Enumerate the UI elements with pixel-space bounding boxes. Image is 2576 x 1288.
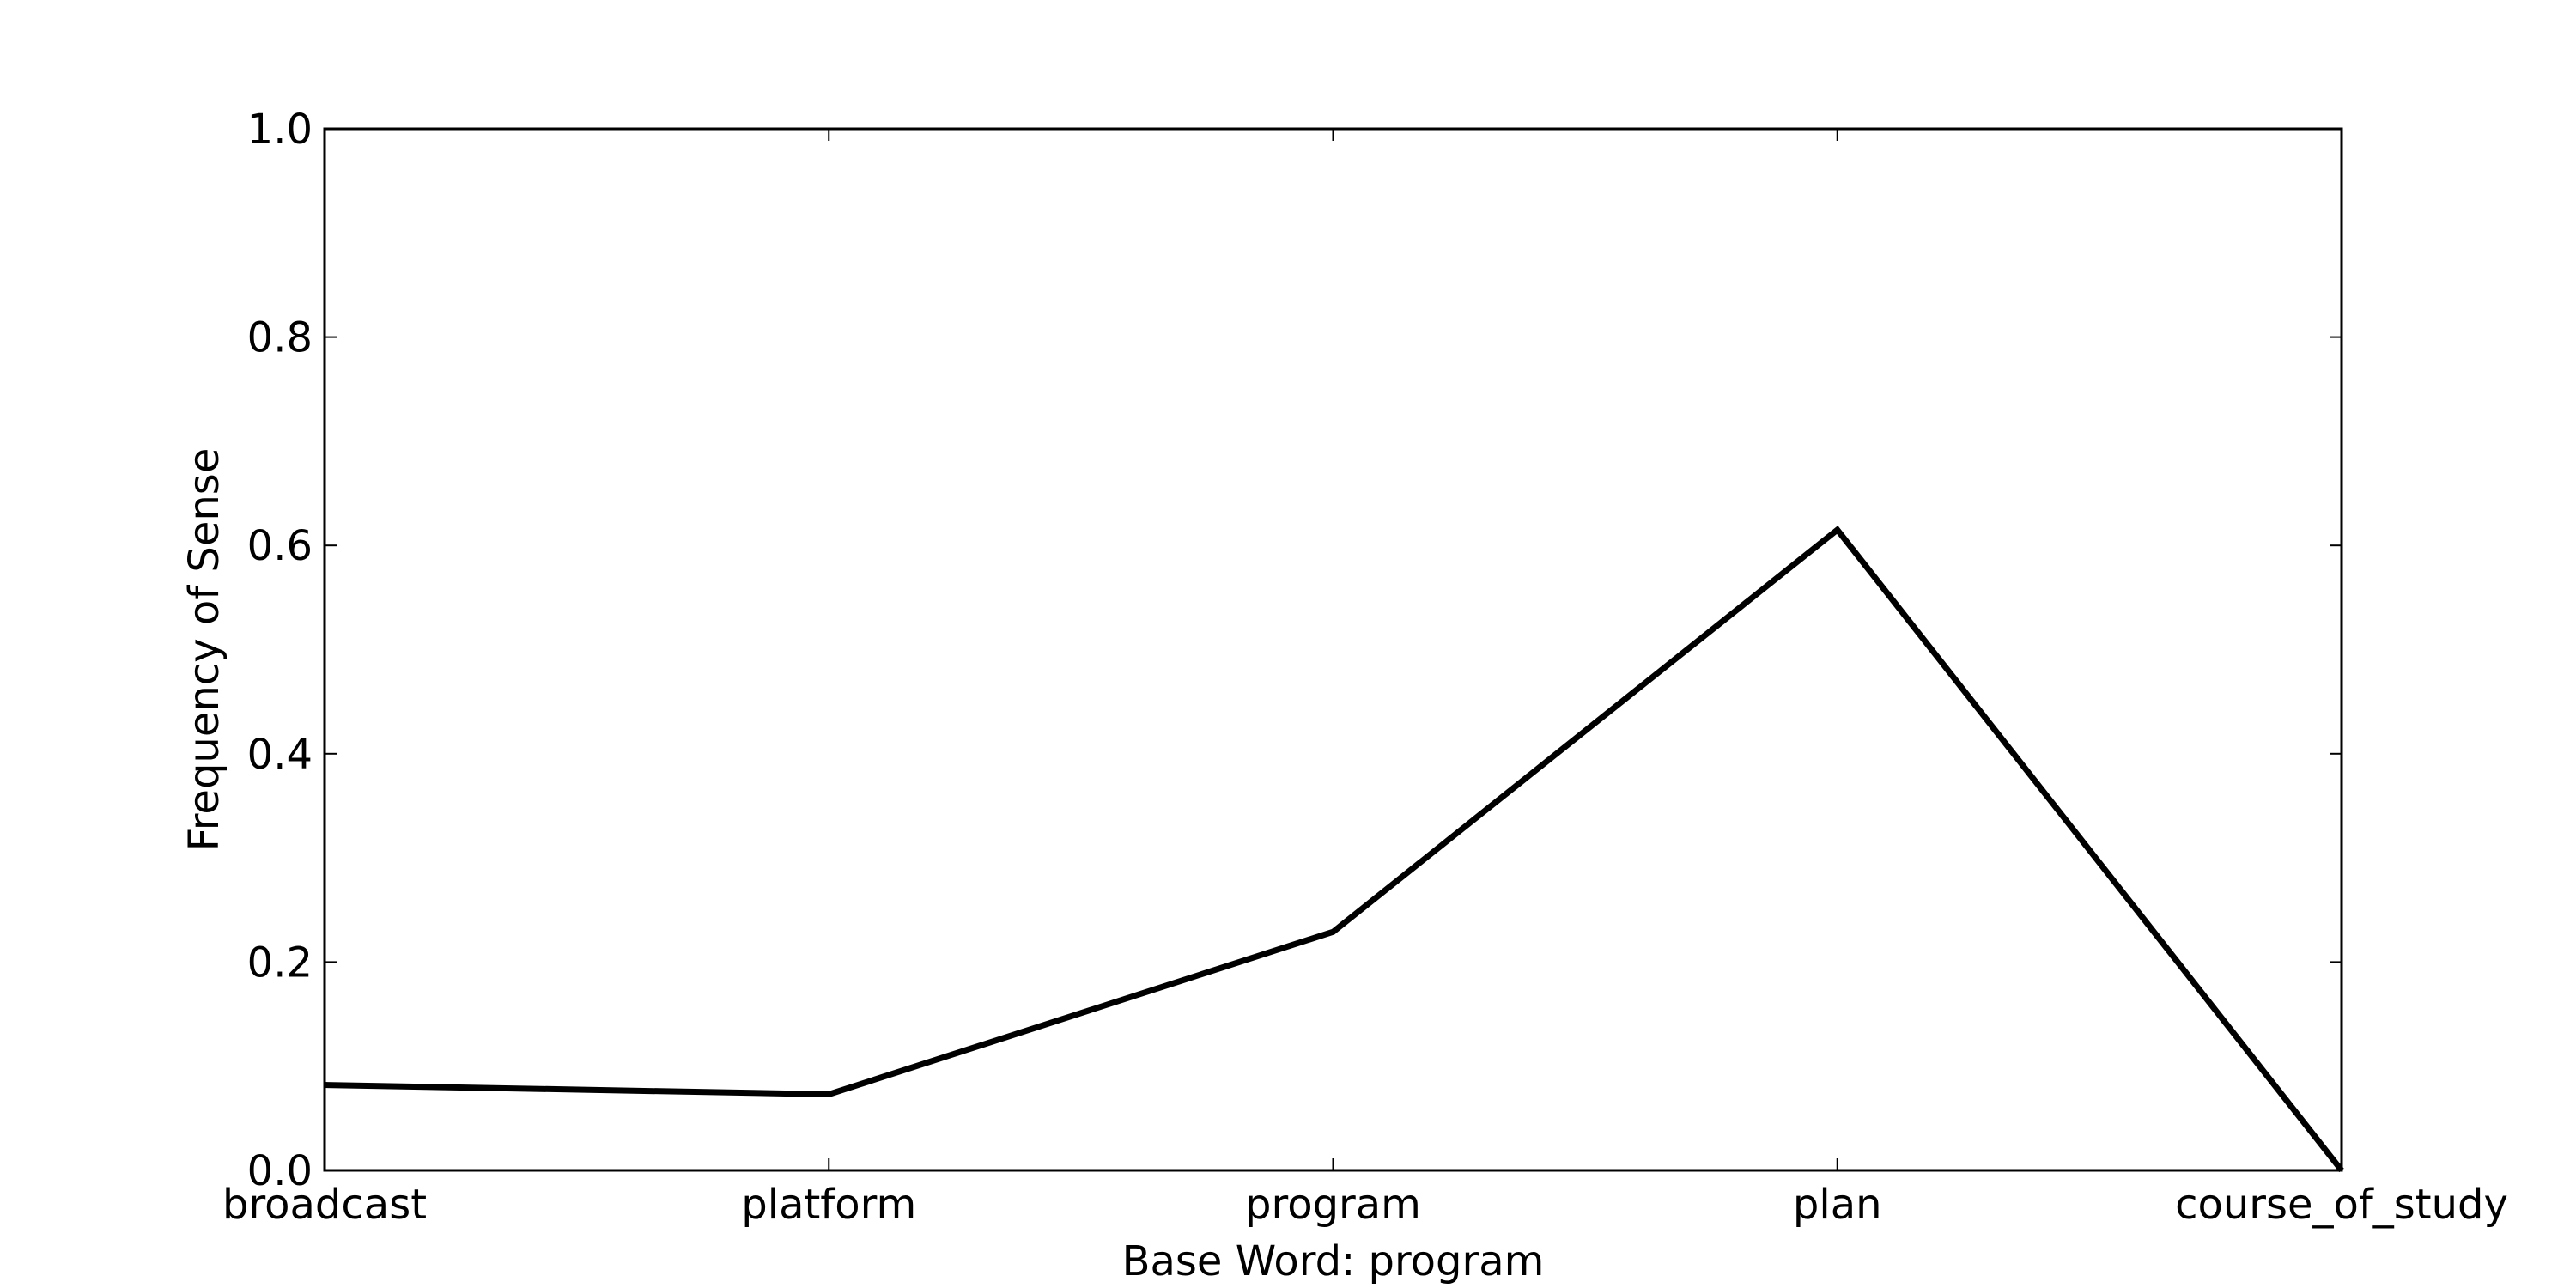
x-tick-label: course_of_study [2175, 1181, 2508, 1229]
x-tick-label: broadcast [222, 1181, 427, 1229]
series-layer [324, 526, 2344, 1173]
x-tick-label: program [1245, 1181, 1421, 1229]
x-tick-label: plan [1793, 1181, 1882, 1229]
y-tick-label: 0.0 [247, 1147, 313, 1195]
y-axis-label: Frequency of Sense [180, 448, 228, 852]
y-tick-label: 0.2 [247, 939, 313, 987]
plot-frame [323, 127, 2343, 1172]
y-tick-label: 0.8 [247, 314, 313, 362]
y-axis-ticks: 0.0 0.2 0.4 0.6 0.8 1.0 [247, 106, 2342, 1195]
y-tick-label: 1.0 [247, 106, 313, 154]
x-axis-ticks: broadcast platform program plan course_of_st… [222, 129, 2508, 1229]
y-tick-label: 0.6 [247, 522, 313, 570]
series-line [324, 526, 2344, 1173]
x-tick-label: platform [741, 1181, 916, 1229]
x-axis-label: Base Word: program [1122, 1237, 1545, 1285]
y-tick-label: 0.4 [247, 731, 313, 779]
